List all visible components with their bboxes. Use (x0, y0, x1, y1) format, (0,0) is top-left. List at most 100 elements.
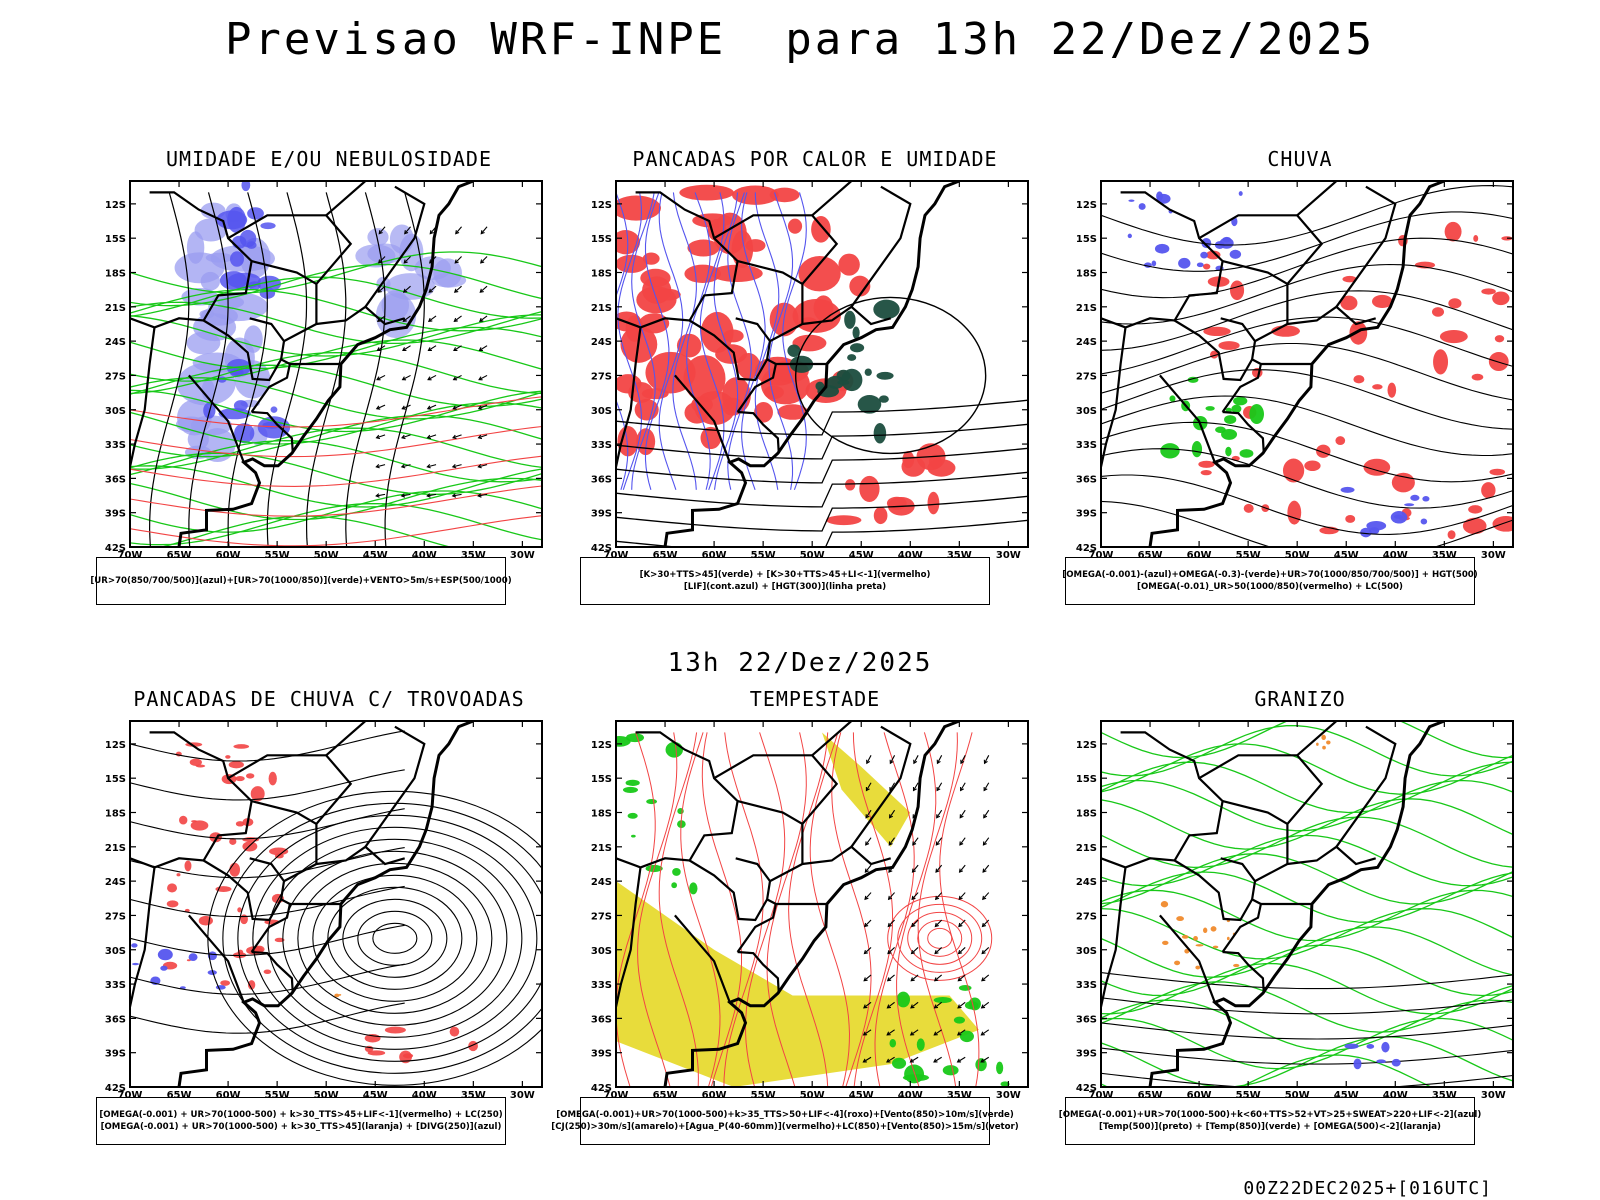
legend-line: [OMEGA(-0.001) + UR>70(1000-500) + k>30_… (99, 1110, 503, 1120)
lat-tick-label: 42S (105, 1083, 126, 1094)
contour-line (130, 314, 542, 357)
wind-vector (401, 434, 411, 440)
streamline (312, 874, 478, 1002)
field-blob (176, 399, 212, 436)
lat-tick-label: 36S (1076, 1014, 1097, 1025)
field-blob (1225, 446, 1232, 457)
field-blob (1229, 249, 1242, 259)
contour-line (130, 377, 542, 420)
field-blob (268, 771, 277, 786)
field-blob (230, 251, 245, 267)
field-blob (160, 965, 168, 971)
field-blob (627, 812, 638, 819)
wind-vector (864, 864, 872, 873)
lat-tick-label: 36S (105, 474, 126, 485)
contour-line (384, 192, 425, 547)
field-blob (1233, 963, 1240, 968)
wind-vector (427, 345, 437, 352)
field-blob (1353, 1058, 1362, 1070)
map-frame: 5050505050 12S 15S 18S 21S 24S 27S 30S 33S 36S 39S… (582, 717, 1032, 1099)
lat-tick-label: 18S (1076, 269, 1097, 280)
legend-line: [OMEGA(-0.01)_UR>50(1000/850)(vermelho) … (1137, 582, 1403, 592)
wind-vector (912, 837, 919, 846)
lat-tick-label: 36S (591, 1014, 612, 1025)
field-blob (1340, 486, 1355, 493)
lat-tick-label: 21S (591, 843, 612, 854)
contour-line (701, 732, 742, 1087)
field-blob (1212, 945, 1219, 949)
field-blob (787, 218, 803, 234)
wind-vector (863, 1001, 872, 1009)
lat-tick-label: 30S (591, 406, 612, 417)
panel-tempestade: TEMPESTADE 5050505050 12S 15S 18S 21S 24S 27S 3… (551, 687, 1050, 1157)
contour-line (1101, 237, 1513, 299)
lat-tick-label: 18S (105, 269, 126, 280)
wind-vector (957, 974, 966, 982)
lat-tick-label: 36S (105, 1014, 126, 1025)
lat-tick-label: 21S (1076, 303, 1097, 314)
field-blob (1439, 330, 1468, 344)
field-blob (250, 786, 265, 802)
lon-tick-label: 40W (1383, 550, 1408, 559)
contour-line (148, 192, 190, 547)
field-blob (384, 1026, 406, 1034)
contour-line (130, 425, 542, 458)
lat-tick-label: 15S (105, 774, 126, 785)
contour-line (266, 192, 308, 547)
wind-vector (960, 755, 966, 765)
lon-tick-label: 55W (751, 550, 776, 559)
legend-box: [OMEGA(-0.001)+UR>70(1000-500)+k<60+TTS>… (1059, 1097, 1481, 1145)
field-blob (1422, 496, 1430, 502)
wind-vector (427, 315, 437, 322)
contour-line (754, 192, 780, 490)
contour-line (727, 192, 752, 490)
field-blob (1316, 742, 1319, 746)
field-blob (189, 758, 202, 766)
lat-tick-label: 30S (105, 406, 126, 417)
field-blob (270, 406, 278, 413)
lat-tick-label: 27S (105, 371, 126, 382)
field-blob (625, 733, 645, 743)
wind-vector (426, 463, 437, 469)
field-blob (859, 475, 880, 502)
lat-tick-label: 33S (591, 440, 612, 451)
field-blob (1391, 472, 1415, 493)
field-blob (769, 187, 800, 203)
contour-line (1101, 448, 1513, 509)
field-blob (1489, 468, 1506, 476)
wind-vector (933, 1001, 943, 1009)
lon-tick-label: 30W (510, 1090, 535, 1099)
field-blob (837, 380, 850, 385)
contour-line (130, 730, 405, 762)
lon-tick-label: 40W (412, 550, 437, 559)
field-blob (1376, 1059, 1386, 1064)
field-blob (731, 230, 754, 269)
wind-vector (454, 256, 462, 264)
wind-vector (477, 493, 488, 498)
field-blob (131, 943, 138, 948)
lat-tick-label: 21S (105, 303, 126, 314)
legend-line: [CJ(250)>30m/s](amarelo)+[Agua_P(40-60mm… (551, 1122, 1019, 1132)
map-fields: 5050505050 (616, 721, 1010, 1087)
lon-tick-label: 45W (849, 550, 874, 559)
field-blob (996, 1061, 1004, 1075)
lon-tick-label: 40W (898, 550, 923, 559)
lon-tick-label: 35W (461, 550, 486, 559)
contour-line (616, 495, 1028, 532)
field-blob (260, 222, 276, 230)
lat-tick-label: 33S (105, 980, 126, 991)
field-blob (227, 272, 261, 289)
wind-vector (478, 345, 488, 352)
field-blob (616, 254, 648, 273)
lat-tick-label: 33S (1076, 440, 1097, 451)
contour-line (831, 732, 872, 1087)
legend-box: [OMEGA(-0.001)+UR>70(1000-500)+k>35_TTS>… (551, 1097, 1019, 1145)
field-blob (240, 237, 271, 278)
field-blob (1304, 460, 1321, 472)
field-blob (1221, 428, 1238, 440)
contour-line (1101, 1036, 1513, 1087)
lon-tick-label: 45W (363, 1090, 388, 1099)
lat-tick-label: 18S (105, 809, 126, 820)
